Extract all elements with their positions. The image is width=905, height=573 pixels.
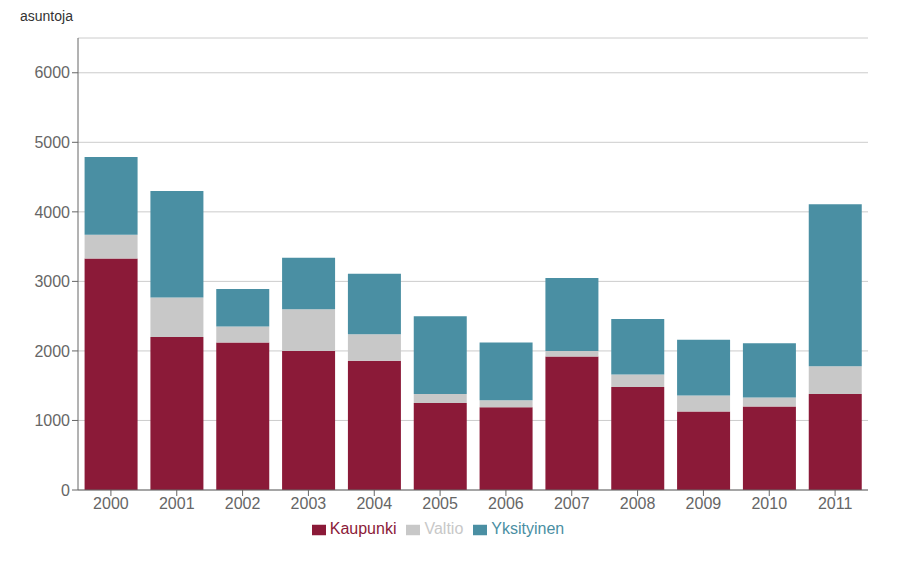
svg-text:2009: 2009 (686, 495, 722, 512)
svg-text:2002: 2002 (225, 495, 261, 512)
svg-text:2004: 2004 (356, 495, 392, 512)
svg-text:2000: 2000 (34, 343, 70, 360)
svg-text:3000: 3000 (34, 273, 70, 290)
svg-text:6000: 6000 (34, 64, 70, 81)
svg-text:2011: 2011 (818, 495, 853, 512)
svg-text:2006: 2006 (488, 495, 524, 512)
svg-text:5000: 5000 (34, 134, 70, 151)
svg-text:2005: 2005 (422, 495, 458, 512)
html-text:asuntoja: asuntoja (20, 8, 73, 24)
svg-text:2001: 2001 (159, 495, 195, 512)
svg-text:1000: 1000 (34, 412, 70, 429)
svg-text:2010: 2010 (751, 495, 787, 512)
svg-text:0: 0 (61, 482, 70, 499)
svg-text:2000: 2000 (93, 495, 129, 512)
svg-text:2003: 2003 (291, 495, 327, 512)
html-text:Kaupunki: Kaupunki (329, 520, 397, 537)
html-text:Valtio: Valtio (424, 520, 464, 537)
svg-text:4000: 4000 (34, 204, 70, 221)
svg-text:2007: 2007 (554, 495, 590, 512)
html-text:Yksityinen: Yksityinen (491, 520, 565, 537)
svg-text:2008: 2008 (620, 495, 656, 512)
